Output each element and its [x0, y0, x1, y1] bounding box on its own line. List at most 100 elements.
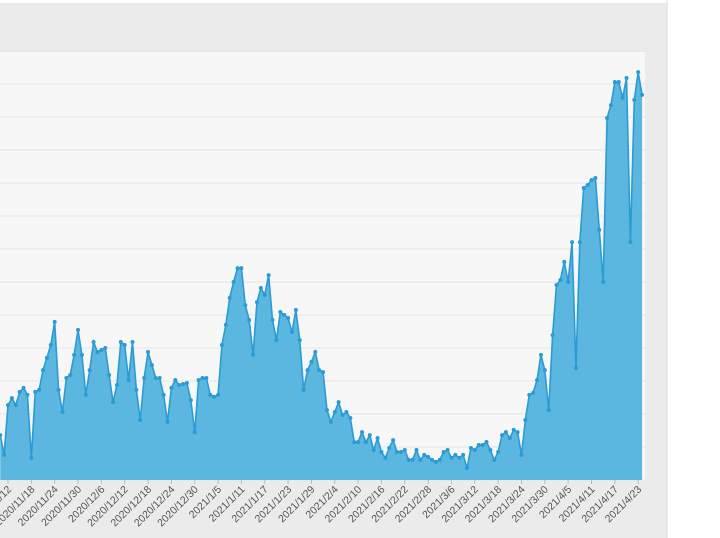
point	[375, 436, 380, 441]
point	[13, 403, 18, 408]
point	[227, 295, 232, 300]
point	[503, 430, 508, 435]
point	[48, 343, 53, 348]
point	[632, 97, 637, 102]
point	[581, 185, 586, 190]
point	[41, 368, 46, 373]
point	[484, 440, 489, 445]
point	[597, 227, 602, 232]
point	[192, 430, 197, 435]
point	[44, 355, 49, 360]
point	[324, 408, 329, 413]
point	[585, 182, 590, 187]
point	[200, 376, 205, 381]
point	[336, 400, 341, 405]
point	[492, 457, 497, 462]
point	[457, 455, 462, 460]
point	[472, 447, 477, 452]
point	[453, 452, 458, 457]
point	[332, 410, 337, 415]
point	[235, 266, 240, 271]
point	[282, 313, 287, 317]
point	[608, 103, 613, 108]
point	[76, 327, 81, 332]
point	[418, 457, 423, 462]
point	[216, 392, 221, 397]
point	[64, 376, 69, 381]
point	[527, 392, 532, 397]
point	[511, 427, 516, 432]
point	[573, 366, 578, 371]
point	[445, 447, 450, 452]
point	[558, 278, 563, 283]
point	[258, 285, 263, 290]
point	[21, 385, 26, 390]
point	[95, 349, 100, 354]
point	[161, 392, 166, 397]
point	[406, 457, 411, 462]
point	[301, 387, 306, 392]
point	[6, 403, 10, 408]
point	[605, 115, 610, 120]
point	[480, 443, 485, 448]
point	[562, 259, 567, 264]
point	[305, 368, 310, 373]
point	[99, 347, 104, 352]
point	[29, 455, 34, 460]
point	[371, 447, 376, 452]
point	[87, 368, 92, 373]
point	[577, 240, 582, 245]
point	[219, 343, 224, 348]
point	[17, 389, 22, 394]
point	[173, 378, 178, 383]
point	[317, 368, 322, 373]
point	[523, 417, 528, 422]
point	[262, 292, 267, 297]
point	[118, 340, 123, 345]
point	[340, 412, 345, 417]
point	[359, 430, 364, 435]
point	[309, 359, 314, 364]
point	[239, 266, 244, 271]
point	[313, 349, 318, 354]
point	[293, 308, 298, 313]
point	[344, 410, 349, 415]
point	[196, 378, 201, 383]
point	[348, 415, 353, 420]
point	[188, 398, 193, 403]
point	[72, 352, 77, 357]
point	[640, 92, 645, 97]
point	[620, 95, 625, 100]
point	[142, 376, 147, 381]
point	[33, 389, 38, 394]
point	[515, 430, 520, 435]
point	[461, 452, 466, 457]
point	[165, 419, 170, 424]
point	[286, 315, 291, 320]
point	[402, 447, 407, 452]
point	[103, 346, 108, 350]
point	[507, 436, 512, 441]
point	[126, 378, 131, 383]
point	[593, 176, 598, 181]
area	[0, 72, 643, 481]
point	[243, 303, 248, 308]
point	[441, 449, 446, 454]
point	[433, 459, 438, 464]
point	[476, 443, 481, 448]
point	[130, 340, 135, 345]
point	[153, 376, 158, 381]
point	[414, 447, 419, 452]
point	[122, 343, 127, 348]
point	[79, 352, 84, 357]
point	[589, 178, 594, 183]
point	[146, 349, 151, 354]
point	[321, 370, 326, 375]
point	[616, 80, 621, 85]
point	[636, 70, 641, 75]
point	[297, 338, 302, 343]
point	[289, 330, 294, 335]
point	[274, 338, 279, 343]
point	[91, 340, 96, 345]
